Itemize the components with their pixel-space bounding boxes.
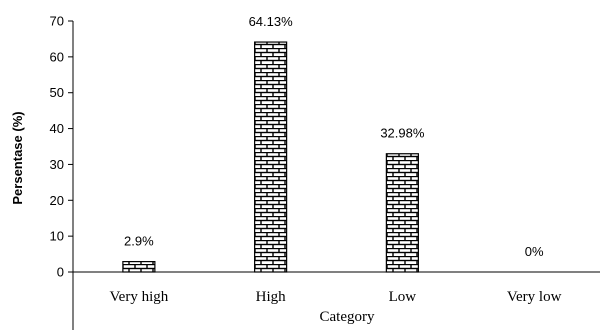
- y-tick-label: 60: [50, 49, 64, 64]
- category-label: Low: [389, 289, 417, 305]
- bars: [122, 41, 419, 273]
- y-tick-label: 10: [50, 229, 64, 244]
- bar: [385, 153, 419, 273]
- y-axis-title: Persentase (%): [10, 111, 25, 204]
- y-tick-label: 40: [50, 121, 64, 136]
- bar: [122, 261, 156, 273]
- data-labels: 2.9% 64.13% 32.98% 0%: [124, 14, 544, 259]
- data-label: 64.13%: [249, 14, 294, 29]
- y-tick-label: 50: [50, 85, 64, 100]
- x-axis-title: Category: [320, 309, 375, 325]
- data-label: 0%: [525, 244, 544, 259]
- y-tick-label: 30: [50, 157, 64, 172]
- y-tick-label: 0: [57, 265, 64, 280]
- bar: [254, 41, 288, 273]
- y-tick-label: 70: [50, 14, 64, 29]
- data-label: 32.98%: [380, 126, 425, 141]
- category-label: High: [256, 289, 287, 305]
- category-label: Very high: [110, 289, 169, 305]
- y-axis-ticks: 0 10 20 30 40 50 60 70: [50, 14, 73, 280]
- category-labels: Very high High Low Very low: [110, 289, 562, 305]
- data-label: 2.9%: [124, 234, 154, 249]
- y-tick-label: 20: [50, 193, 64, 208]
- category-label: Very low: [507, 289, 562, 305]
